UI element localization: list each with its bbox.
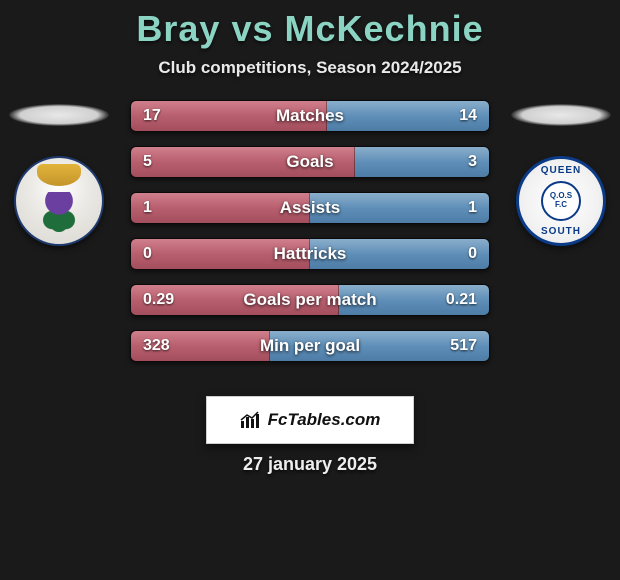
left-player-column (4, 100, 114, 246)
thistle-icon (42, 192, 76, 232)
brand-text: FcTables.com (268, 410, 381, 430)
brand-watermark: FcTables.com (206, 396, 414, 444)
date-text: 27 january 2025 (0, 454, 620, 475)
page-title: Bray vs McKechnie (0, 0, 620, 50)
stat-bar: 1714Matches (130, 100, 490, 132)
right-player-column: QUEEN Q.O.S F.C SOUTH (506, 100, 616, 246)
stat-value-left: 5 (131, 147, 164, 177)
crest-text-inner: Q.O.S F.C (541, 181, 581, 221)
stat-value-left: 328 (131, 331, 182, 361)
stat-value-left: 1 (131, 193, 164, 223)
stat-bar: 53Goals (130, 146, 490, 178)
title-vs: vs (231, 8, 273, 49)
stat-value-right: 3 (456, 147, 489, 177)
stat-value-right: 0 (456, 239, 489, 269)
title-player-right: McKechnie (285, 8, 484, 49)
left-player-silhouette (9, 104, 109, 126)
stat-value-right: 517 (438, 331, 489, 361)
stat-bar: 0.290.21Goals per match (130, 284, 490, 316)
stat-value-left: 0 (131, 239, 164, 269)
comparison-infographic: Bray vs McKechnie Club competitions, Sea… (0, 0, 620, 580)
stat-value-left: 0.29 (131, 285, 186, 315)
stat-value-right: 0.21 (434, 285, 489, 315)
stat-bars: 1714Matches53Goals11Assists00Hattricks0.… (130, 100, 490, 362)
crest-text-bottom: SOUTH (519, 226, 603, 237)
stat-bar: 00Hattricks (130, 238, 490, 270)
right-club-crest: QUEEN Q.O.S F.C SOUTH (516, 156, 606, 246)
left-club-crest (14, 156, 104, 246)
stat-bar: 11Assists (130, 192, 490, 224)
crest-text-top: QUEEN (519, 165, 603, 176)
title-player-left: Bray (136, 8, 220, 49)
stat-bar-left-segment (131, 147, 355, 177)
stat-value-left: 17 (131, 101, 173, 131)
stat-value-right: 14 (447, 101, 489, 131)
brand-chart-icon (240, 411, 262, 429)
stat-bar: 328517Min per goal (130, 330, 490, 362)
comparison-body: QUEEN Q.O.S F.C SOUTH 1714Matches53Goals… (0, 100, 620, 360)
stat-value-right: 1 (456, 193, 489, 223)
subtitle: Club competitions, Season 2024/2025 (0, 58, 620, 78)
right-player-silhouette (511, 104, 611, 126)
